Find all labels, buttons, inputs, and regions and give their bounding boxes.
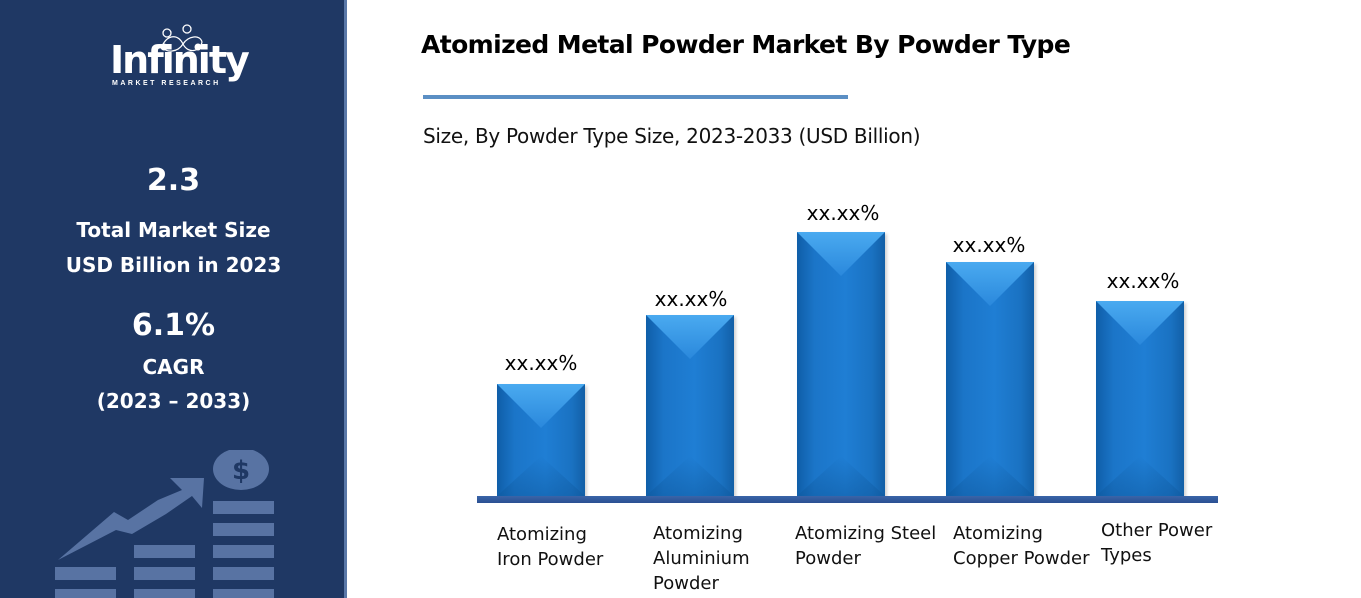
category-label: Other Power Types [1101,520,1213,566]
x-axis-baseline [477,496,1218,503]
bar-value-label: xx.xx% [1106,269,1180,293]
summary-panel: Infinity MARKET RESEARCH 2.3 Total Marke… [0,0,347,598]
bar-value-label: xx.xx% [654,287,728,311]
cagr-label: CAGR [142,355,205,379]
svg-text:$: $ [232,456,250,486]
bar-copper-powder [946,262,1034,496]
category-label: Atomizing Copper Powder [953,523,1090,569]
cagr-period: (2023 – 2033) [96,389,251,413]
infinity-logo-icon [160,24,203,52]
bar-iron-powder [497,384,585,496]
bar-aluminium-powder [646,315,734,496]
bar-value-label: xx.xx% [952,233,1026,257]
bar-other-types [1096,301,1184,496]
brand-logo: Infinity MARKET RESEARCH [100,24,250,94]
title-underline [423,95,848,99]
market-size-unit: USD Billion in 2023 [65,253,282,277]
growth-chart-dollar-icon: $ [55,450,274,598]
bar-value-label: xx.xx% [504,351,578,375]
category-label: Atomizing Steel Powder [795,523,937,569]
market-size-label: Total Market Size [76,218,271,242]
bar-value-label: xx.xx% [806,201,880,225]
brand-tagline: MARKET RESEARCH [112,80,221,87]
brand-name: Infinity [110,38,250,82]
market-size-value: 2.3 [146,163,201,198]
bar-steel-powder [797,232,885,496]
chart-subtitle: Size, By Powder Type Size, 2023-2033 (US… [423,124,921,148]
category-label: Atomizing Iron Powder [497,524,604,570]
chart-title: Atomized Metal Powder Market By Powder T… [421,30,1071,59]
cagr-value: 6.1% [131,308,216,343]
category-label: Atomizing Aluminium Powder [653,523,750,594]
